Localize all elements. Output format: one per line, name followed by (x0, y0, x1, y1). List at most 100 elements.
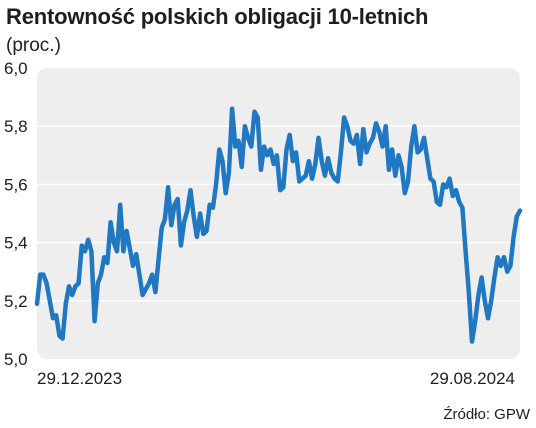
data-point (381, 145, 384, 148)
data-point (343, 116, 345, 119)
data-point (474, 320, 477, 323)
data-point (231, 107, 233, 110)
data-point (301, 177, 304, 180)
data-point (103, 256, 105, 259)
data-point (45, 282, 48, 285)
source-note: Źródło: GPW (443, 406, 530, 423)
data-point (340, 151, 342, 154)
data-point (368, 142, 371, 145)
data-point (135, 253, 137, 255)
data-point (116, 250, 118, 253)
data-point (317, 137, 320, 139)
data-point (285, 148, 288, 151)
data-point (442, 183, 445, 186)
data-point (320, 160, 323, 162)
data-point (148, 282, 150, 285)
data-point (333, 177, 336, 180)
data-point (509, 265, 512, 267)
plot-area (37, 68, 520, 359)
data-point (113, 241, 115, 244)
data-point (269, 148, 272, 151)
data-point (199, 212, 201, 215)
data-point (36, 302, 38, 305)
data-point (77, 282, 80, 285)
data-point (426, 157, 429, 159)
chart-unit-label: (proc.) (6, 35, 61, 56)
data-point (349, 140, 352, 142)
data-point (228, 172, 230, 174)
data-point (327, 157, 329, 159)
data-point (288, 134, 291, 136)
data-point (512, 236, 515, 238)
data-point (352, 142, 355, 145)
data-point (420, 148, 422, 151)
data-point (173, 204, 176, 206)
data-point (132, 265, 134, 267)
data-point (266, 154, 269, 157)
data-point (224, 192, 227, 194)
data-point (452, 195, 454, 197)
data-point (183, 221, 185, 223)
data-point (125, 230, 128, 232)
data-point (58, 334, 61, 337)
data-point (455, 189, 457, 191)
data-point (192, 215, 195, 218)
data-point (90, 250, 93, 253)
data-point (506, 270, 509, 273)
data-point (84, 250, 86, 253)
data-point (71, 294, 73, 296)
data-point (141, 294, 144, 296)
data-point (170, 224, 173, 226)
data-point (81, 244, 83, 247)
y-tick-label: 5,8 (4, 117, 28, 136)
data-point (311, 177, 313, 180)
data-point (61, 337, 64, 340)
data-point (52, 317, 54, 320)
data-point (519, 209, 521, 212)
data-point (49, 300, 51, 302)
data-point (324, 174, 326, 177)
data-point (106, 262, 109, 264)
data-point (292, 160, 294, 162)
y-tick-label: 5,4 (4, 234, 28, 253)
data-point (160, 227, 163, 229)
y-tick-label: 5,0 (4, 350, 28, 369)
y-tick-label: 6,0 (4, 59, 28, 78)
data-point (378, 131, 381, 133)
data-point (234, 145, 237, 148)
data-point (151, 273, 153, 276)
data-point (100, 273, 102, 276)
data-point (410, 145, 413, 148)
data-point (404, 192, 406, 194)
data-point (365, 151, 368, 154)
data-point (122, 250, 125, 253)
data-point (500, 265, 502, 267)
data-point (221, 160, 224, 162)
data-point (461, 206, 464, 209)
data-point (413, 125, 416, 127)
x-tick-label: 29.08.2024 (430, 369, 515, 388)
data-point (218, 148, 221, 151)
data-point (304, 174, 307, 177)
data-point (375, 122, 377, 125)
data-point (493, 276, 496, 279)
data-point (436, 201, 438, 203)
data-point (129, 247, 131, 250)
data-point (138, 273, 141, 276)
data-point (282, 186, 285, 189)
data-point (388, 169, 390, 171)
data-point (416, 151, 419, 154)
data-point (272, 163, 275, 165)
data-point (407, 180, 409, 183)
data-point (471, 340, 473, 343)
data-point (237, 140, 240, 142)
y-axis-labels: 5,0 5,2 5,4 5,6 5,8 6,0 (4, 59, 28, 369)
data-point (180, 244, 182, 247)
data-point (42, 273, 45, 276)
data-point (330, 172, 333, 174)
data-points (36, 107, 521, 343)
data-point (477, 294, 480, 296)
data-point (372, 137, 374, 139)
data-point (263, 145, 265, 148)
data-point (362, 128, 365, 130)
